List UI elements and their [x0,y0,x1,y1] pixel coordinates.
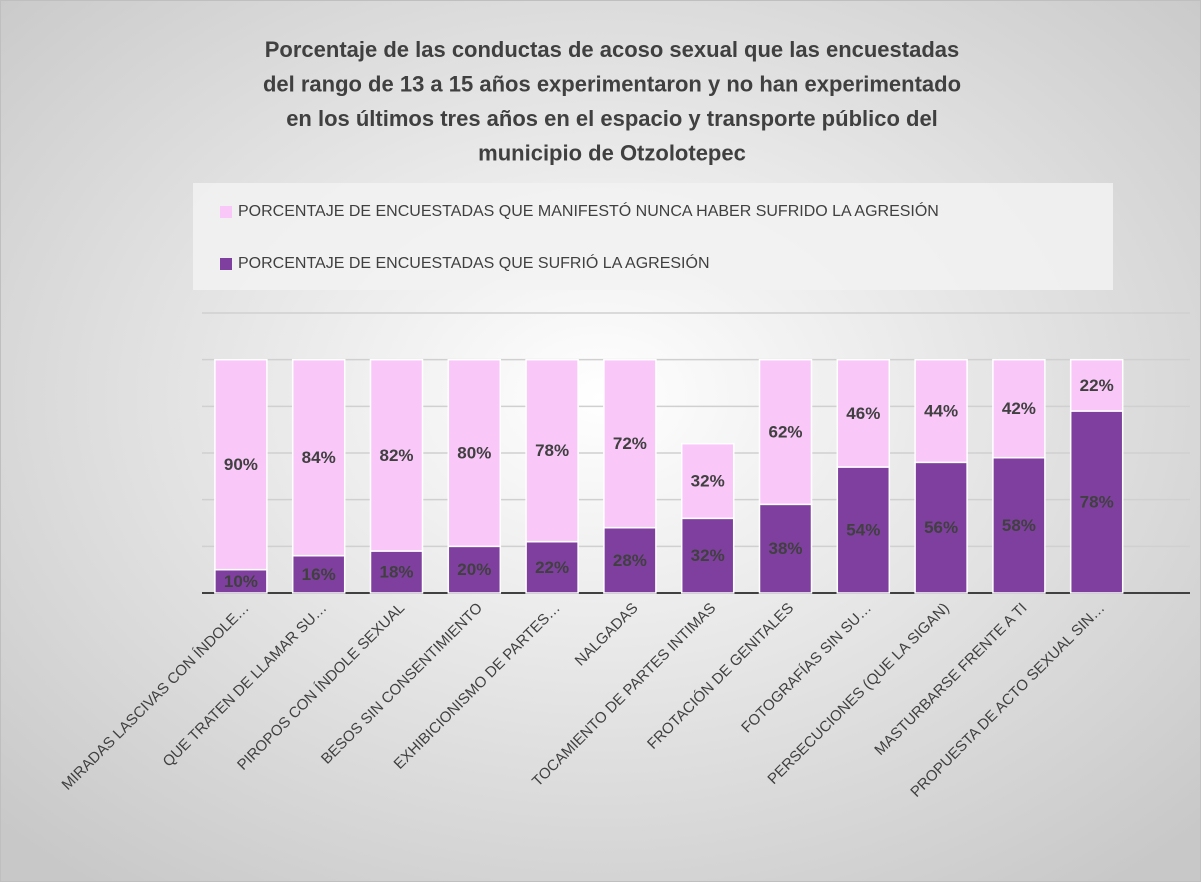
data-label: 80% [457,443,491,462]
data-label: 78% [1080,492,1114,511]
bar-segment [291,358,346,557]
data-label: 46% [846,404,880,423]
data-label: 62% [768,422,802,441]
bar-segment [758,503,813,594]
bar-segment [447,358,502,548]
bar-segment [369,550,424,594]
bar-segment [214,358,268,571]
data-label: 90% [224,455,258,474]
bar-segment [914,461,968,594]
data-label: 84% [302,448,336,467]
data-label: 28% [613,551,647,570]
legend-label: PORCENTAJE DE ENCUESTADAS QUE SUFRIÓ LA … [238,253,710,272]
title-line: Porcentaje de las conductas de acoso sex… [265,37,960,62]
bar-segment [680,517,735,594]
chart-title: Porcentaje de las conductas de acoso sex… [263,37,961,166]
data-label: 44% [924,401,958,420]
data-label: 10% [224,572,258,591]
bar-segment [1069,358,1124,412]
title-line: municipio de Otzolotepec [478,140,746,165]
data-label: 38% [768,539,802,558]
legend-swatch [220,206,232,218]
data-label: 16% [302,565,336,584]
bar-segment [680,442,735,520]
title-line: del rango de 13 a 15 años experimentaron… [263,71,961,96]
bar-segment [525,358,579,543]
bar-segment [369,358,424,552]
data-label: 82% [379,446,413,465]
bar-segment [836,358,891,468]
data-label: 42% [1002,399,1036,418]
data-label: 56% [924,518,958,537]
bar-segment [291,554,346,594]
bar-segment [914,358,968,464]
data-label: 32% [691,546,725,565]
bar-segment [758,358,813,506]
bar-segment [992,358,1046,459]
data-label: 18% [379,562,413,581]
data-label: 78% [535,441,569,460]
data-label: 22% [535,558,569,577]
data-label: 72% [613,434,647,453]
legend-label: PORCENTAJE DE ENCUESTADAS QUE MANIFESTÓ … [238,201,939,220]
title-line: en los últimos tres años en el espacio y… [286,106,938,131]
data-label: 54% [846,520,880,539]
bar-segment [447,545,502,594]
bar-segment [603,358,657,529]
data-label: 20% [457,560,491,579]
legend-swatch [220,258,232,270]
data-label: 32% [691,471,725,490]
legend-box [193,183,1113,290]
data-label: 22% [1080,376,1114,395]
bar-segment [1069,410,1124,594]
data-label: 58% [1002,516,1036,535]
